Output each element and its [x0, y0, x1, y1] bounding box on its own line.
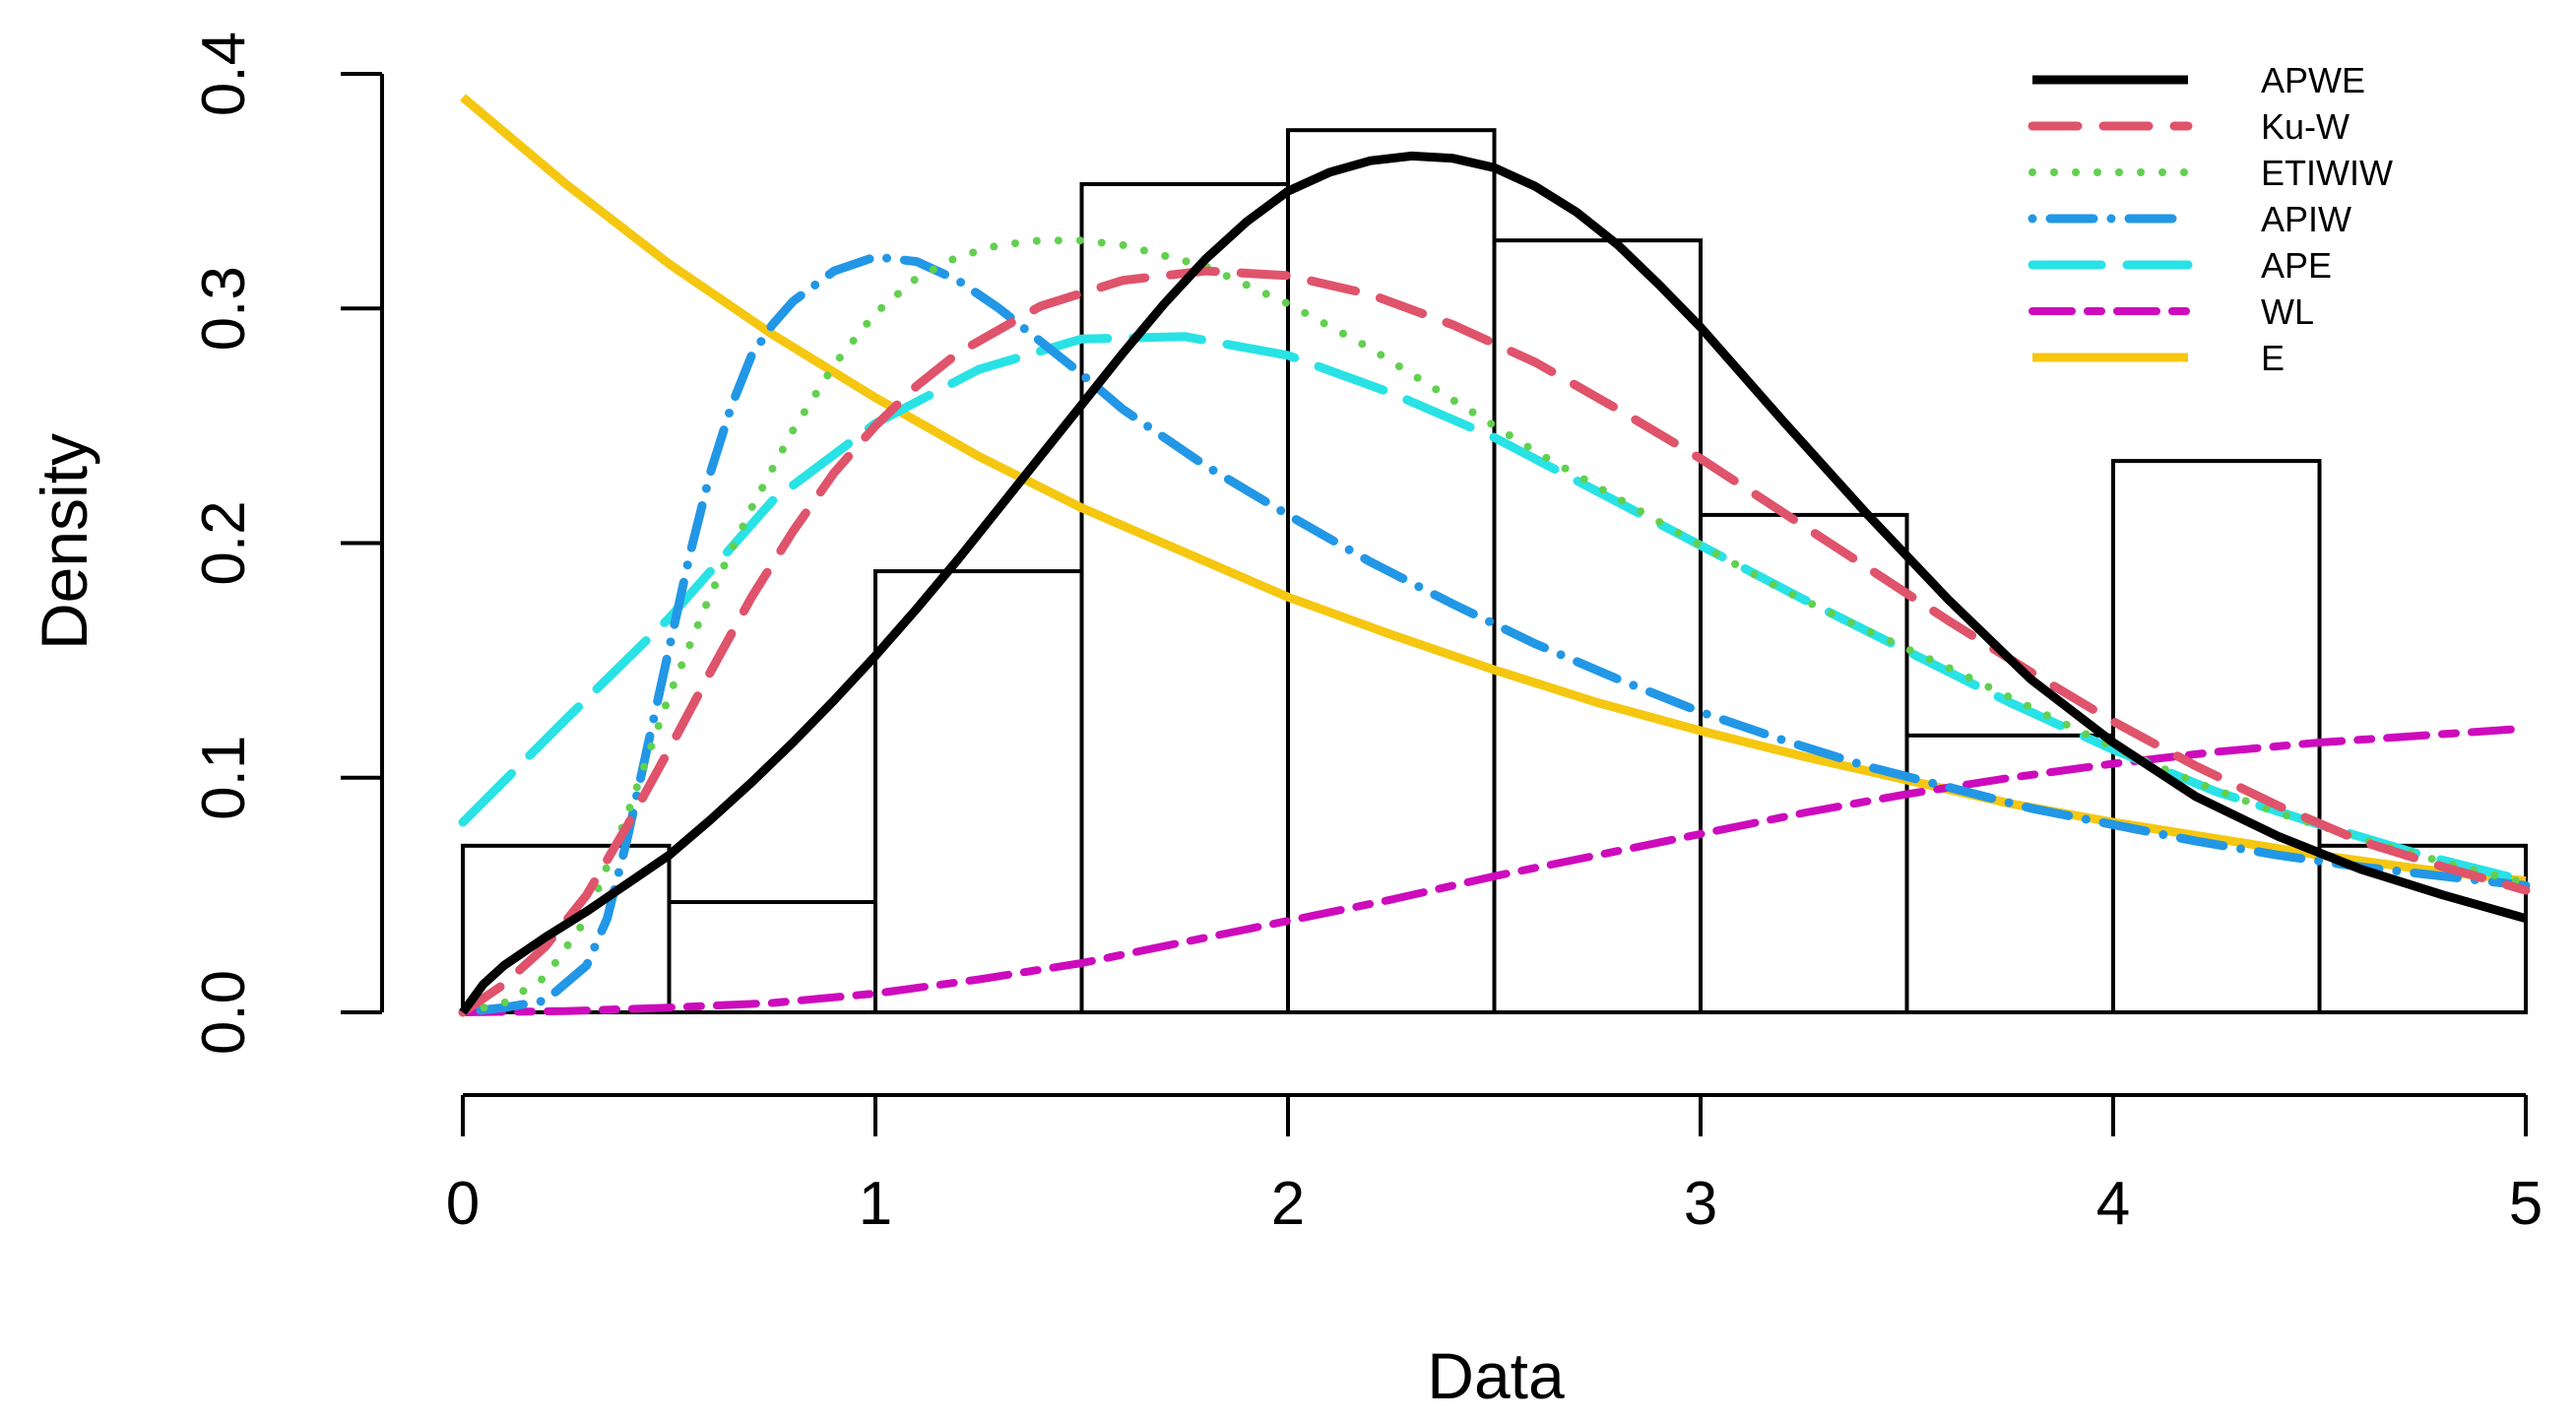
histogram-bar — [873, 569, 1084, 1015]
histogram-bar — [667, 900, 877, 1015]
legend-label: E — [2261, 338, 2285, 378]
legend-label: APE — [2261, 245, 2332, 286]
legend: APWE Ku-W ETIWIW APIW APE WL E — [2028, 60, 2393, 378]
y-tick-label: 0.3 — [190, 266, 258, 351]
x-tick-label: 1 — [859, 1170, 892, 1238]
x-tick-label: 4 — [2096, 1170, 2130, 1238]
series-line-wl — [459, 724, 2530, 1016]
histogram-bar — [1699, 512, 1909, 1014]
histogram-bar — [2111, 459, 2322, 1014]
series-line-apiw — [458, 252, 2531, 1017]
histogram-bar — [2317, 843, 2528, 1015]
series-line-apwe — [459, 151, 2528, 1015]
legend-label: ETIWIW — [2261, 153, 2393, 193]
x-tick-label: 0 — [446, 1170, 480, 1238]
histogram-bar — [1079, 181, 1290, 1015]
x-axis-title: Data — [1427, 1339, 1565, 1412]
legend-label: APWE — [2261, 60, 2365, 100]
axes: 0.0 0.1 0.2 0.3 0.4 0 1 2 3 4 5 — [190, 32, 2543, 1238]
series-line-e — [460, 94, 2527, 886]
x-tick-label: 2 — [1271, 1170, 1305, 1238]
legend-label: APIW — [2261, 199, 2351, 239]
y-axis-title: Density — [28, 433, 100, 650]
histogram-bar — [1904, 733, 2115, 1014]
y-tick-label: 0.2 — [190, 500, 258, 585]
density-curves — [458, 94, 2531, 1017]
legend-label: WL — [2261, 291, 2314, 332]
series-line-etiwiw — [459, 236, 2530, 1016]
legend-label: Ku-W — [2261, 106, 2350, 147]
y-tick-label: 0.4 — [190, 32, 258, 116]
y-tick-label: 0.1 — [190, 736, 258, 820]
x-tick-label: 3 — [1684, 1170, 1717, 1238]
series-line-ku-w — [458, 266, 2531, 1017]
y-tick-label: 0.0 — [190, 970, 258, 1055]
x-tick-label: 5 — [2509, 1170, 2543, 1238]
